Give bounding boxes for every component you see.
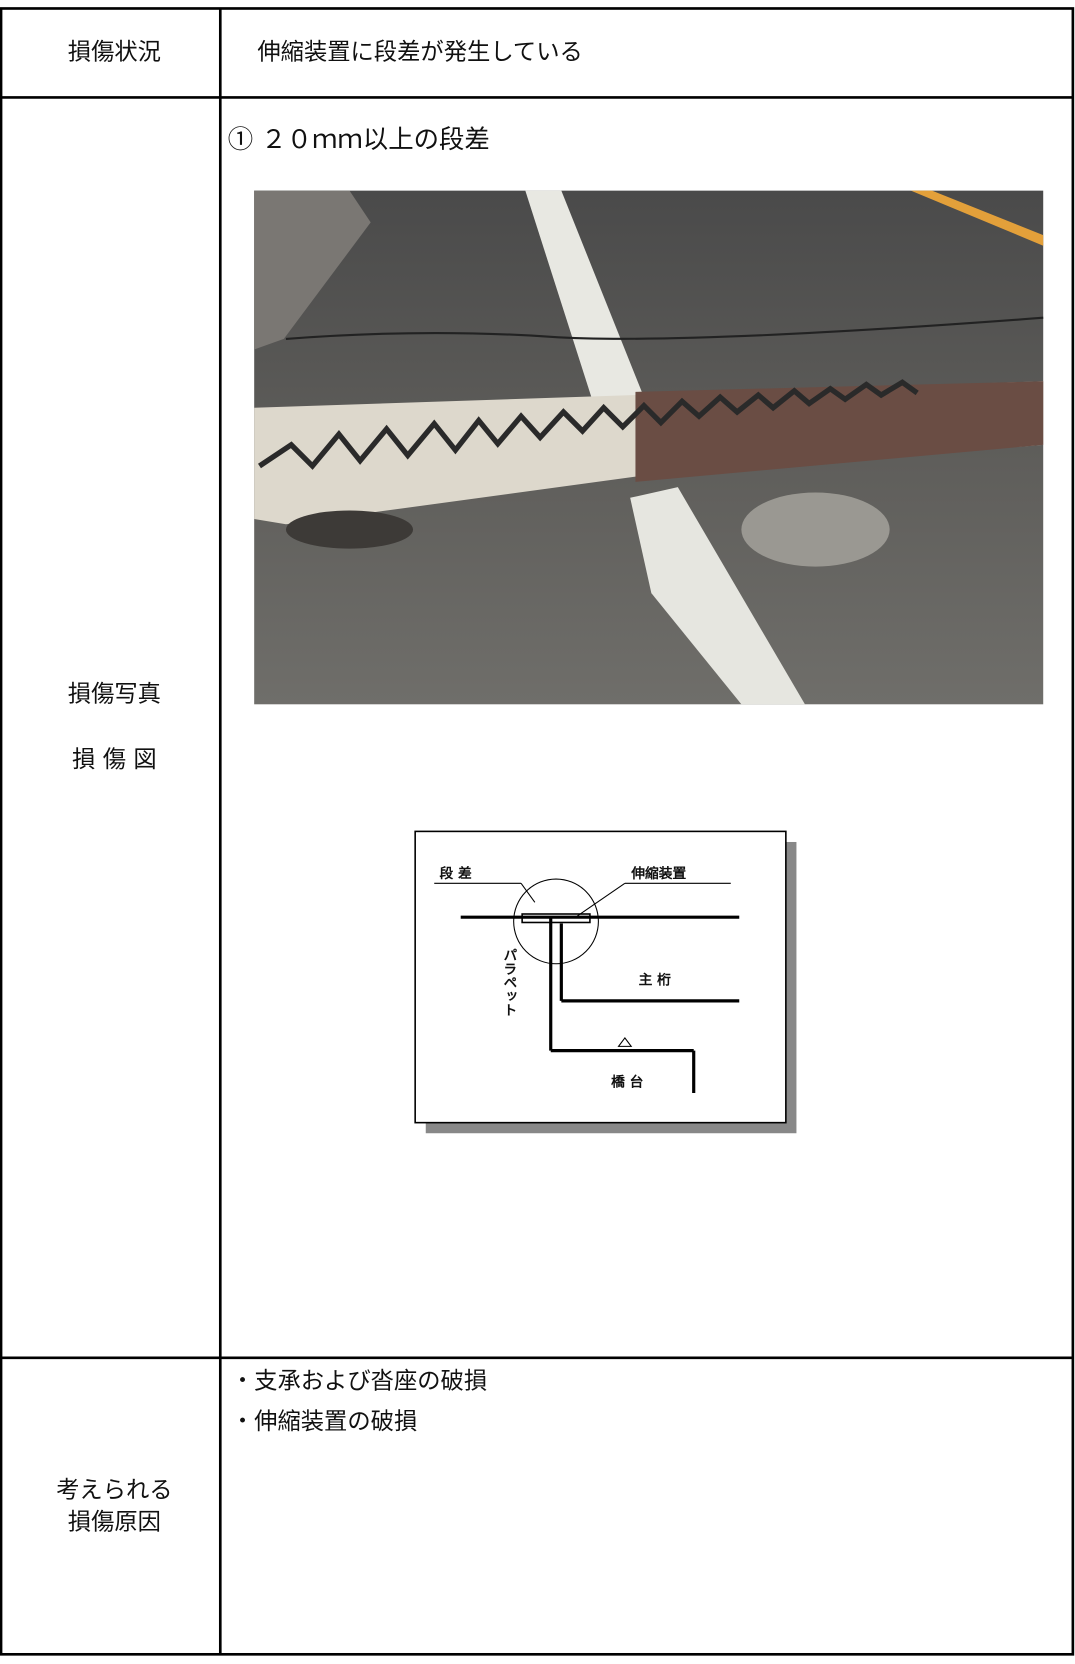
- diagram-label: 橋 台: [611, 1073, 644, 1090]
- diagram: 段 差 伸縮装置 パラペット 主 桁 橋 台: [414, 830, 797, 1134]
- row-content: 伸縮装置に段差が発生している: [257, 38, 582, 65]
- list-item: ・支承および沓座の破損: [231, 1368, 487, 1395]
- row-label: 損傷原因: [68, 1508, 161, 1535]
- diagram-label: 段 差: [440, 865, 473, 882]
- row-label: 損 傷 図: [72, 746, 157, 773]
- row-label: 損傷状況: [68, 38, 161, 65]
- row-label: 考えられる: [56, 1477, 172, 1504]
- table-borders: [0, 7, 1075, 1656]
- table: 損傷状況 伸縮装置に段差が発生している 損傷写真 損 傷 図 ① ２０ｍｍ以上の…: [0, 7, 1075, 1656]
- caption: ① ２０ｍｍ以上の段差: [228, 124, 490, 154]
- diagram-label: 主 桁: [639, 972, 672, 989]
- diagram-label: パラペット: [500, 948, 517, 1017]
- row-label: 損傷写真: [68, 680, 161, 707]
- diagram-label: 伸縮装置: [630, 865, 686, 882]
- photo: [254, 190, 1044, 705]
- list-item: ・伸縮装置の破損: [231, 1408, 417, 1435]
